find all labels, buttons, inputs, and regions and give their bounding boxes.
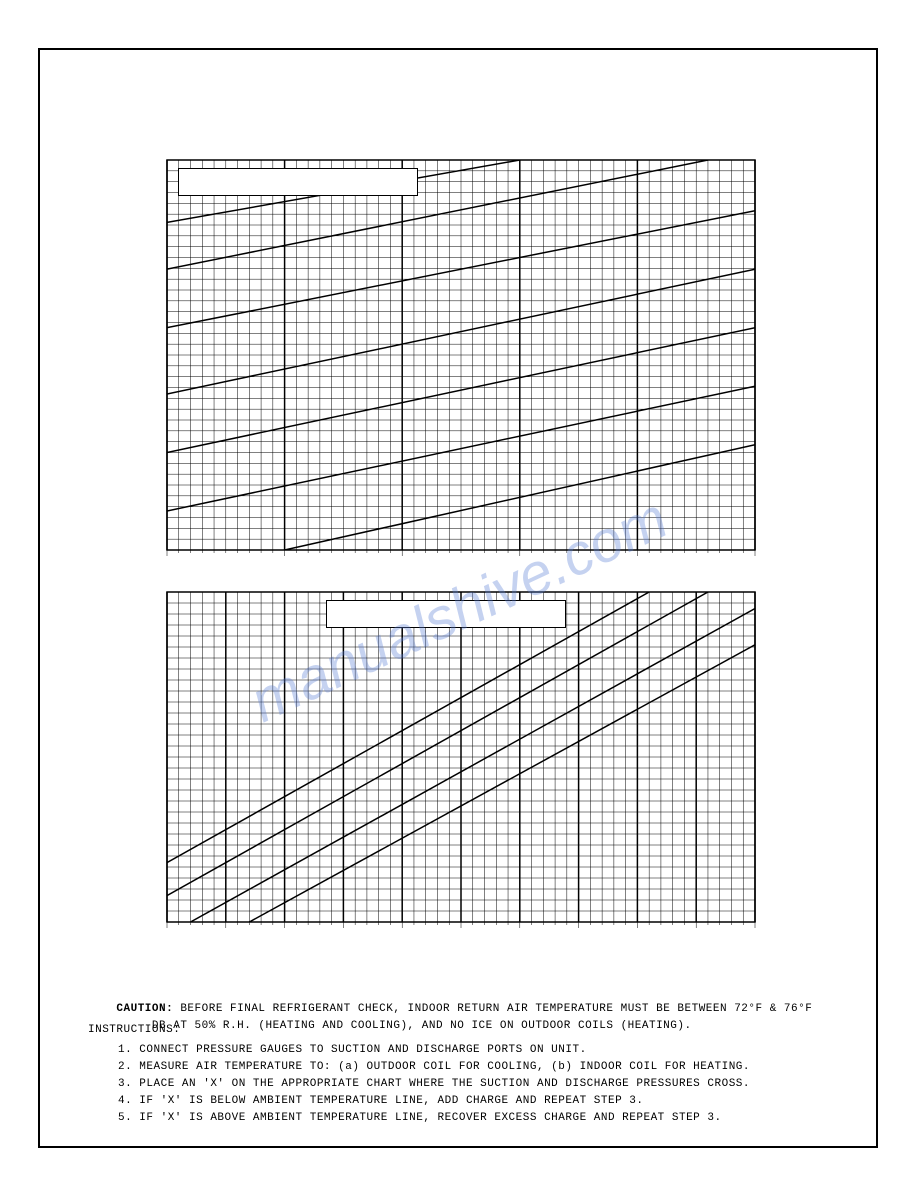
caution-line1: BEFORE FINAL REFRIGERANT CHECK, INDOOR R…: [173, 1003, 812, 1015]
caution-label: CAUTION:: [116, 1003, 173, 1015]
page: manualshive.com CAUTION: BEFORE FINAL RE…: [0, 0, 918, 1188]
instructions-heading: INSTRUCTIONS:: [88, 1022, 180, 1039]
instructions-list: 1. CONNECT PRESSURE GAUGES TO SUCTION AN…: [118, 1042, 750, 1127]
heating-chart-svg: [0, 0, 918, 960]
heating-chart-title-box: [326, 600, 566, 628]
